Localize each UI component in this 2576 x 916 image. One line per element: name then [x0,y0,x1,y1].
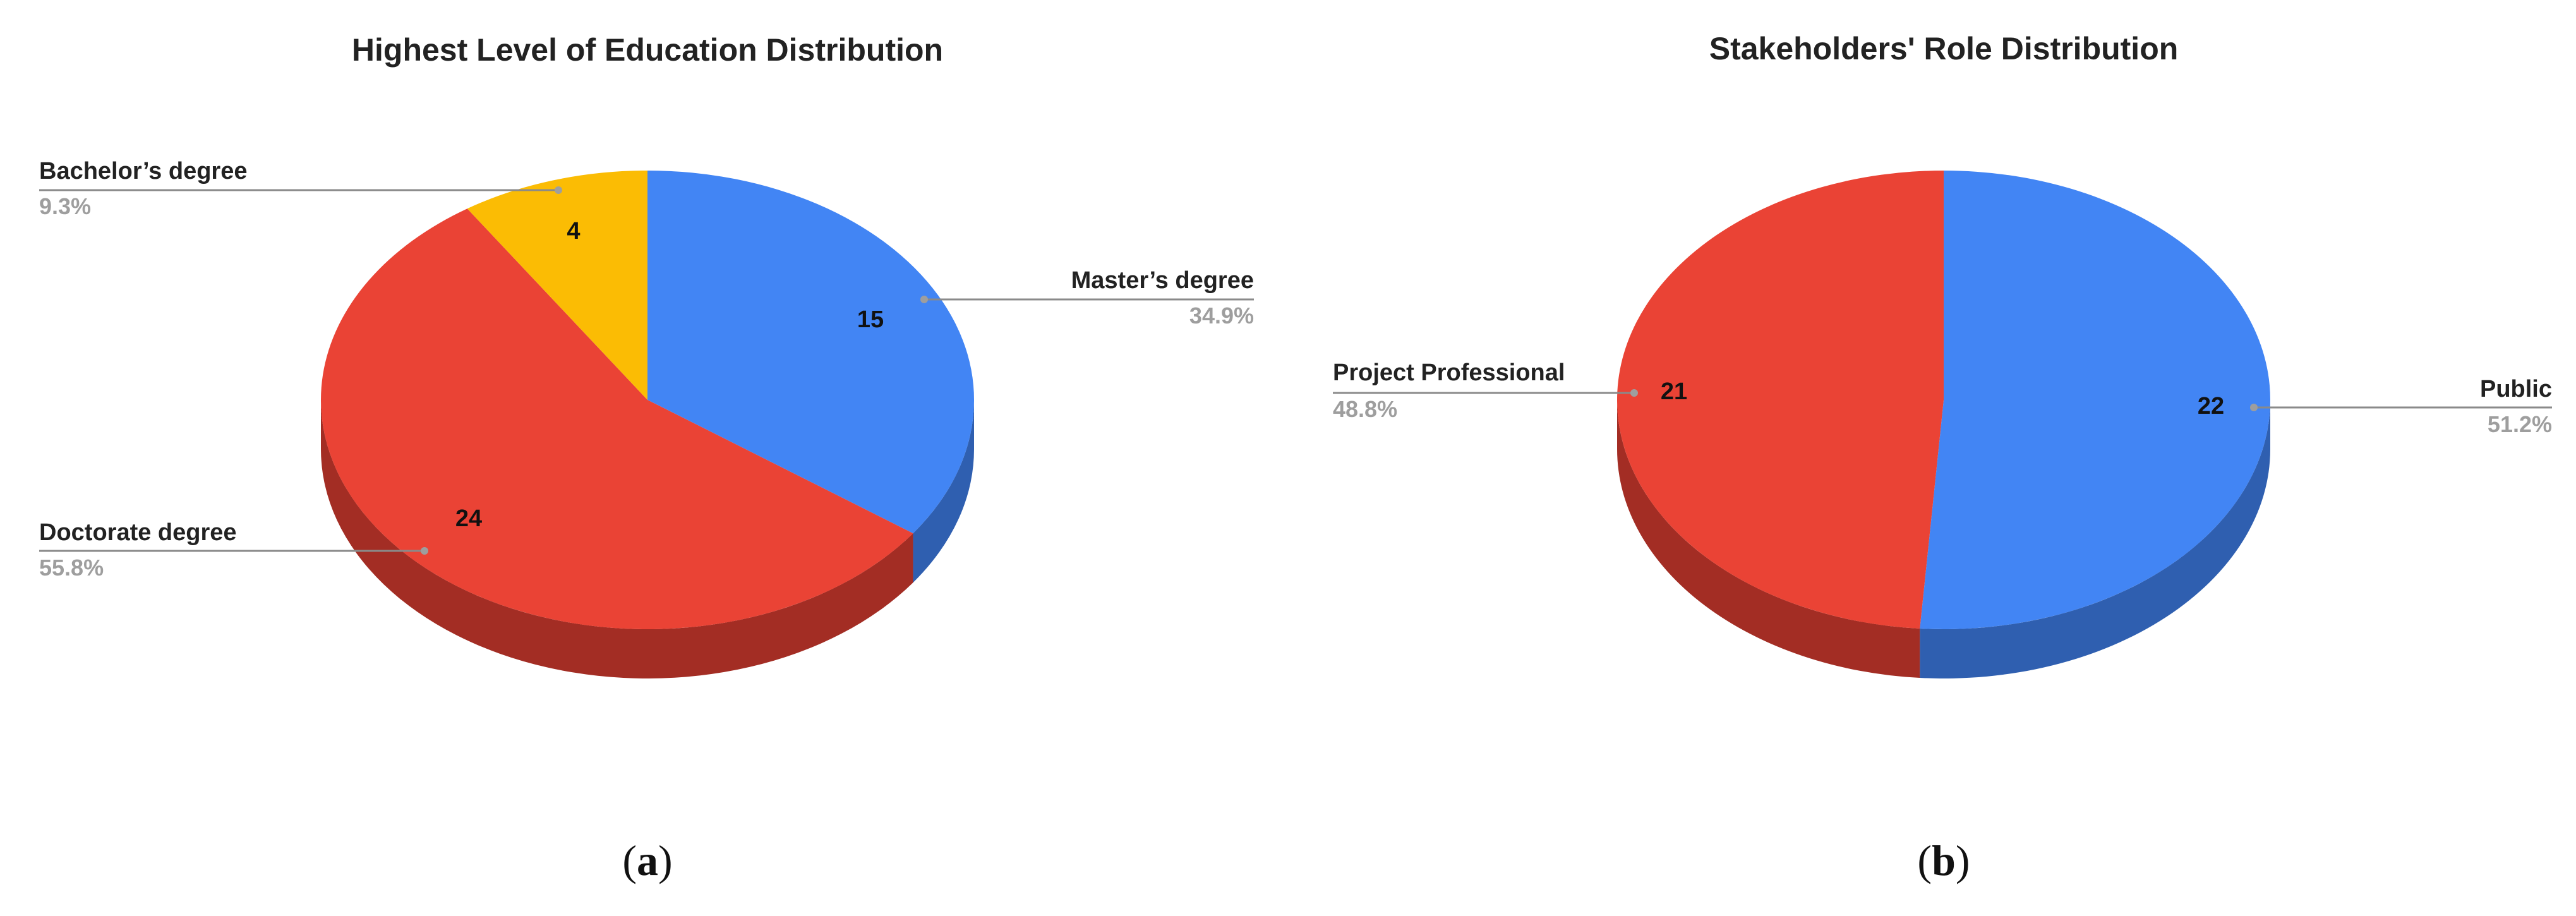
slice-value-label-masters-degree: 15 [857,306,884,333]
caption-letter: b [1932,836,1956,884]
slice-value-label-bachelors-degree: 4 [567,218,580,244]
category-label-doctorate-degree: Doctorate degree [39,519,237,546]
role-pie-marks: 22 Public 51.2% 21 Project Professional 48.8% [1333,171,2552,678]
role-pie-chart: Stakeholders' Role Distribution 22 Public… [1333,31,2552,678]
chart-title: Stakeholders' Role Distribution [1709,31,2179,66]
pie-labels: 22 Public 51.2% 21 Project Professional 48.8% [1333,359,2552,437]
percent-label-project-professional: 48.8% [1333,396,1397,422]
pie-slice-doctorate-degree [321,208,913,629]
pie-side-doctorate-degree [321,400,913,679]
caption-open: ( [1917,836,1932,884]
category-label-bachelors-degree: Bachelor’s degree [39,158,247,184]
slice-value-label-public: 22 [2198,393,2224,419]
pie-side-project-professional [1617,400,1920,678]
category-label-project-professional: Project Professional [1333,359,1565,386]
pie-side-walls [1617,400,2271,678]
leader-dot-masters-degree [920,296,928,303]
pie-slice-masters-degree [647,171,975,534]
pie-labels: 15 Master’s degree 34.9% 24 Doctorate degree… [39,158,1254,581]
caption-close: ) [658,836,673,884]
slice-value-label-project-professional: 21 [1661,378,1687,405]
chart-title: Highest Level of Education Distribution [352,32,943,68]
leader-dot-public [2250,404,2258,411]
leader-dot-doctorate-degree [421,547,428,555]
slice-value-label-doctorate-degree: 24 [455,505,482,532]
pie-side-public [1920,400,2271,678]
percent-label-bachelors-degree: 9.3% [39,193,91,219]
caption-a: (a) [622,836,672,884]
pie-slice-bachelors-degree [467,171,647,400]
percent-label-doctorate-degree: 55.8% [39,555,104,581]
leader-dot-project-professional [1630,389,1638,397]
caption-open: ( [622,836,637,884]
pie-side-masters-degree [913,400,975,583]
percent-label-masters-degree: 34.9% [1189,303,1254,328]
pie-slice-project-professional [1617,171,1944,629]
caption-close: ) [1956,836,1970,884]
category-label-masters-degree: Master’s degree [1071,267,1254,294]
percent-label-public: 51.2% [2488,411,2552,437]
pie-side-walls [321,400,975,679]
caption-b: (b) [1917,836,1970,884]
caption-letter: a [637,836,658,884]
pie-slices [1617,171,2271,629]
category-label-public: Public [2480,376,2552,402]
pie-slices [321,171,975,629]
leader-dot-bachelors-degree [555,186,562,194]
education-pie-chart: Highest Level of Education Distribution … [39,32,1254,679]
pie-slice-public [1920,171,2271,629]
education-pie-marks: 15 Master’s degree 34.9% 24 Doctorate degree… [39,158,1254,679]
